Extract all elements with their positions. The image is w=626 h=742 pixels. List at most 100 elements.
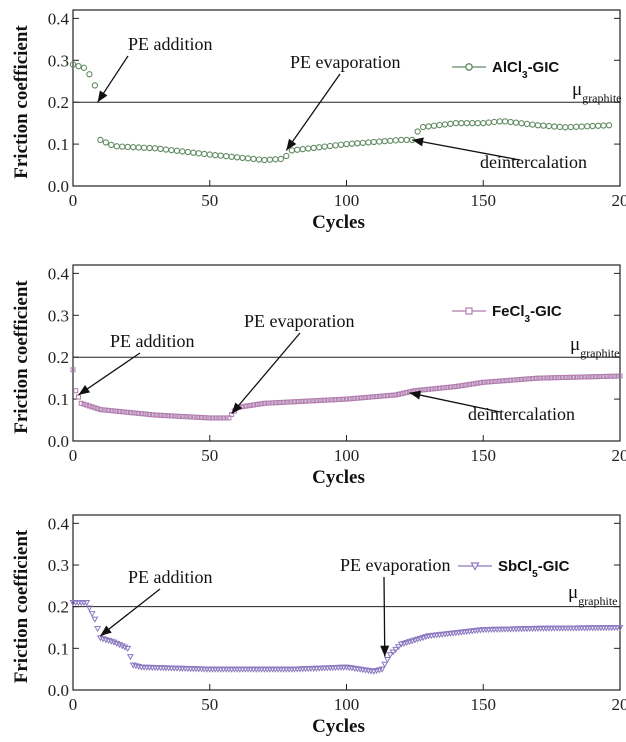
data-point [288, 147, 295, 154]
data-point [581, 374, 587, 380]
data-point [485, 119, 492, 126]
data-point [108, 408, 114, 414]
x-tick-label: 0 [69, 446, 78, 465]
data-point [505, 377, 511, 383]
data-point [612, 373, 618, 379]
data-point [398, 391, 404, 397]
y-tick-label: 0.2 [48, 93, 69, 112]
data-point [86, 403, 92, 409]
y-tick-label: 0.1 [48, 639, 69, 658]
data-point [160, 412, 166, 418]
data-point [600, 122, 607, 129]
y-tick-label: 0.2 [48, 348, 69, 367]
data-point [461, 382, 467, 388]
data-point [188, 414, 194, 420]
data-point [450, 384, 456, 390]
data-point [405, 639, 413, 646]
data-point [261, 400, 267, 406]
data-point [315, 144, 323, 151]
data-point [151, 145, 159, 152]
data-point [81, 401, 87, 407]
data-point [567, 123, 574, 131]
data-point [381, 138, 388, 145]
x-axis-label: Cycles [312, 212, 365, 233]
data-point [182, 414, 188, 420]
data-point [206, 151, 213, 158]
y-axis-label: Friction coefficient [11, 280, 32, 434]
data-point [251, 402, 257, 408]
legend-marker [465, 307, 473, 315]
data-point [184, 148, 192, 156]
annotation: PE evaporation [340, 555, 450, 657]
annotation: PE addition [99, 567, 213, 637]
data-point [436, 385, 442, 391]
data-point [240, 404, 246, 410]
annotation-arrowhead [97, 90, 108, 103]
data-point [404, 390, 410, 396]
data-point [420, 387, 426, 393]
data-point [592, 374, 598, 380]
data-point [379, 393, 385, 399]
data-point [130, 410, 136, 416]
data-point [403, 640, 411, 647]
data-point [324, 397, 330, 403]
data-point [616, 625, 624, 632]
data-point [124, 645, 132, 652]
data-point [431, 386, 437, 392]
data-point [584, 123, 591, 130]
data-point [119, 409, 125, 415]
annotation-arrow [409, 392, 501, 413]
data-point [255, 156, 263, 163]
data-point [560, 375, 566, 381]
annotation: PE evaporation [285, 52, 400, 151]
data-point [305, 398, 311, 404]
data-point [474, 119, 481, 127]
data-point [523, 120, 531, 128]
data-point [403, 136, 410, 144]
y-tick-label: 0.4 [48, 264, 70, 283]
data-point [390, 392, 396, 398]
annotation-arrow [99, 588, 161, 637]
annotation-arrow [231, 332, 301, 415]
data-point [89, 404, 95, 410]
x-tick-label: 20 [612, 446, 626, 465]
data-point [83, 600, 91, 607]
data-point [179, 148, 186, 155]
data-point [281, 399, 287, 405]
data-point [508, 377, 514, 383]
data-point [398, 136, 405, 144]
data-point [92, 405, 98, 411]
data-point [478, 380, 484, 386]
chart-panel-3: 0.0 0.1 0.2 0.3 0.4 0 50 100 150 20 Cycles Friction… [11, 514, 626, 737]
data-point [609, 373, 615, 379]
data-point [332, 142, 339, 149]
data-point [422, 634, 430, 641]
data-point [270, 400, 276, 406]
data-point [584, 374, 590, 380]
data-point [297, 398, 303, 404]
legend: SbCl5-GIC [458, 558, 570, 580]
data-point [472, 381, 478, 387]
data-point [562, 374, 568, 380]
data-point [346, 396, 352, 402]
annotation-arrow [383, 576, 386, 657]
data-point [69, 61, 77, 68]
x-tick-label: 50 [201, 695, 218, 714]
data-point [441, 121, 449, 128]
data-point [157, 145, 164, 153]
data-point [264, 400, 270, 406]
data-point [497, 378, 503, 384]
annotation-arrowhead [380, 645, 390, 657]
data-point [136, 410, 142, 416]
data-point [223, 153, 230, 160]
data-point [603, 373, 609, 379]
data-point [486, 379, 492, 385]
data-point [360, 395, 366, 401]
annotation-arrow [412, 139, 521, 161]
y-tick-label: 0.1 [48, 390, 69, 409]
data-point [565, 374, 571, 380]
legend-label: FeCl3-GIC [492, 303, 562, 325]
data-point [166, 413, 172, 419]
x-tick-label: 100 [334, 446, 360, 465]
data-point [573, 123, 580, 130]
